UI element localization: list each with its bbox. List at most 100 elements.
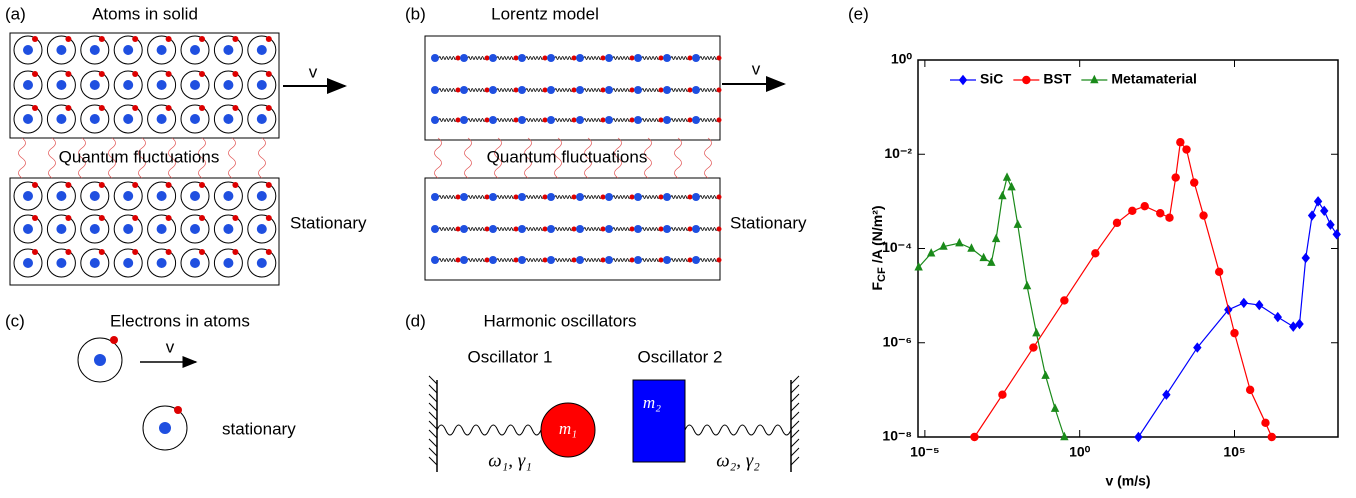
nucleus (223, 80, 234, 90)
electron (199, 71, 205, 77)
electron (110, 336, 118, 344)
hatch (428, 429, 438, 439)
atom-shell (213, 104, 243, 134)
wave (228, 137, 236, 179)
point (1214, 267, 1224, 277)
ion (634, 54, 642, 62)
point (1190, 178, 1199, 187)
arrow-label: v (752, 59, 761, 78)
electron (32, 36, 38, 42)
point (1199, 211, 1208, 220)
electron (658, 226, 664, 232)
spring (438, 195, 457, 199)
nucleus (256, 45, 267, 55)
atom-shell (213, 181, 243, 211)
electron (658, 117, 664, 123)
electron (658, 257, 664, 263)
hatch (790, 438, 800, 448)
ion (518, 256, 526, 264)
wave (554, 137, 562, 179)
x-tick-label: 10⁵ (1223, 444, 1245, 460)
ion (547, 86, 555, 94)
point (1182, 145, 1191, 154)
y-tick-label: 10⁻² (884, 145, 912, 161)
electron (571, 257, 577, 263)
spring (583, 258, 602, 262)
atom-shell (247, 104, 277, 134)
nucleus (123, 191, 134, 201)
hatch (790, 429, 800, 439)
legend-marker (1090, 74, 1099, 84)
wave (674, 137, 682, 179)
atom-shell (247, 35, 277, 65)
point (979, 252, 988, 262)
spring (496, 195, 515, 199)
ion (634, 225, 642, 233)
electron (513, 87, 519, 93)
point (998, 390, 1007, 399)
point (1060, 431, 1069, 441)
ion (634, 193, 642, 201)
ion (489, 86, 497, 94)
electron (199, 249, 205, 255)
hatch (790, 420, 800, 430)
mass-label: m₁ (559, 419, 577, 438)
atom-shell (46, 214, 76, 244)
electron (716, 226, 722, 232)
nucleus (156, 191, 167, 201)
point (1156, 209, 1165, 218)
spring (467, 56, 486, 60)
spring (554, 258, 573, 262)
atom-shell (13, 181, 43, 211)
electron (542, 55, 548, 61)
ion (431, 225, 439, 233)
wave (434, 137, 442, 179)
electron (513, 55, 519, 61)
point (1032, 327, 1041, 337)
ion (489, 193, 497, 201)
nucleus (190, 114, 200, 124)
ion (605, 86, 613, 94)
nucleus (190, 80, 200, 90)
chart: v (m/s) FCF/A (N/m²) 10⁻⁵ 10⁰ 10⁵ 10⁻⁸ 10⁻⁶ 1… (869, 51, 1341, 489)
ion (634, 116, 642, 124)
electron (455, 55, 461, 61)
y-label-part: F (869, 282, 885, 291)
point (1134, 431, 1143, 443)
atom-shell (113, 70, 143, 100)
ion (460, 116, 468, 124)
atom-shell (213, 70, 243, 100)
ion (576, 86, 584, 94)
arrow-label: v (309, 62, 318, 81)
ion (518, 225, 526, 233)
point (991, 233, 1001, 243)
spring (554, 56, 573, 60)
ion (518, 54, 526, 62)
spring (467, 195, 486, 199)
nucleus (256, 191, 267, 201)
hatch (790, 393, 800, 403)
nucleus (223, 45, 234, 55)
electron (165, 36, 172, 42)
ion (576, 256, 584, 264)
fluctuation-lines (18, 137, 266, 179)
nucleus (256, 258, 267, 268)
electron (98, 71, 105, 77)
atom-shell (180, 70, 210, 100)
stationary-label: Stationary (730, 213, 807, 232)
spring (438, 88, 457, 92)
x-tick-label: 10⁰ (1069, 444, 1091, 460)
ion (576, 225, 584, 233)
electron (484, 87, 490, 93)
nucleus (89, 258, 100, 268)
spring (612, 227, 631, 231)
point (1128, 206, 1137, 216)
electron (132, 215, 139, 221)
ion (547, 54, 555, 62)
hatch (428, 456, 438, 466)
plot-frame (917, 59, 1339, 438)
hatch (428, 393, 438, 403)
electron (174, 406, 182, 414)
fluctuation-lines (434, 137, 712, 179)
ion (692, 86, 700, 94)
